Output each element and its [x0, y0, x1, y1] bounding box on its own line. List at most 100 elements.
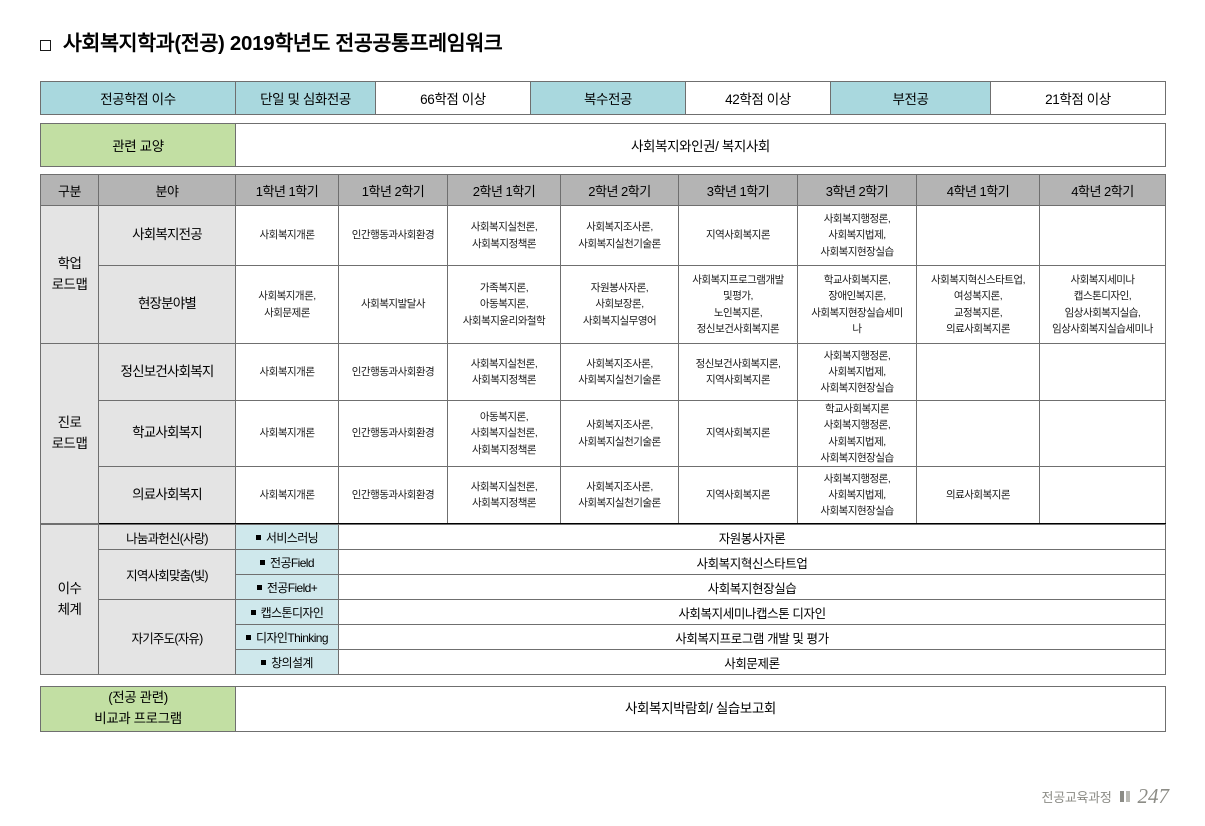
square-outline-icon — [40, 40, 51, 52]
roadmap-cell-0-1-0: 사회복지개론, 사회문제론 — [235, 265, 339, 344]
roadmap-group-label-1-line1: 진로 — [57, 415, 82, 431]
table-row: 학교사회복지 사회복지개론 인간행동과사회환경 아동복지론, 사회복지실천론, 사회… — [41, 399, 1166, 468]
footer-page-number: 247 — [1137, 784, 1170, 808]
extracurricular-label-line1: (전공 관련) — [108, 690, 168, 706]
bullet-icon — [260, 559, 266, 565]
system-course-2-1: 사회복지프로그램 개발 및 평가 — [338, 624, 1166, 650]
roadmap-cell-0-1-7: 사회복지세미나 캡스톤디자인, 임상사회복지실습, 임상사회복지실습세미나 — [1039, 265, 1166, 344]
system-tag-2-2: 창의설계 — [235, 649, 339, 675]
system-tag-1-1-label: 전공Field+ — [266, 580, 318, 595]
roadmap-cell-1-1-7 — [1039, 399, 1166, 468]
roadmap-cell-1-1-5: 학교사회복지론 사회복지행정론, 사회복지법제, 사회복지현장실습 — [797, 399, 917, 468]
credits-table: 전공학점 이수 단일 및 심화전공 66학점 이상 복수전공 42학점 이상 부… — [40, 81, 1166, 115]
system-tag-2-1-label: 디자인Thinking — [256, 630, 328, 645]
system-tag-1-0-label: 전공Field — [270, 555, 314, 570]
roadmap-header-6: 3학년 1학기 — [678, 174, 798, 206]
roadmap-cell-1-1-1: 인간행동과사회환경 — [338, 399, 448, 468]
roadmap-group-label-1-line2: 로드맵 — [51, 435, 88, 451]
roadmap-cell-1-2-2: 사회복지실천론, 사회복지정책론 — [447, 466, 561, 525]
system-tag-2-2-label: 창의설계 — [271, 655, 313, 670]
table-row: 학업 로드맵 사회복지전공 사회복지개론 인간행동과사회환경 사회복지실천론, 사… — [40, 205, 1166, 344]
table-row: 디자인Thinking 사회복지프로그램 개발 및 평가 — [41, 624, 1166, 650]
roadmap-cell-0-0-4: 지역사회복지론 — [678, 205, 798, 266]
system-group-label-line2: 체계 — [57, 601, 82, 617]
roadmap-table: 구분 분야 1학년 1학기 1학년 2학기 2학년 1학기 2학년 2학기 3학… — [40, 174, 1166, 525]
system-tag-0-0-label: 서비스러닝 — [265, 530, 319, 545]
roadmap-field-1-0: 정신보건사회복지 — [98, 343, 236, 401]
roadmap-group-label-0-line2: 로드맵 — [51, 276, 88, 292]
system-area-1: 지역사회맞춤(빛) — [98, 549, 236, 600]
roadmap-cell-0-0-2: 사회복지실천론, 사회복지정책론 — [447, 205, 561, 266]
credits-requirement-0: 66학점 이상 — [375, 81, 531, 115]
system-tag-2-0-label: 캡스톤디자인 — [260, 605, 324, 620]
system-group-label-line1: 이수 — [57, 581, 82, 597]
roadmap-cell-0-1-4: 사회복지프로그램개발 및평가, 노인복지론, 정신보건사회복지론 — [678, 265, 798, 344]
credits-requirement-2: 21학점 이상 — [990, 81, 1166, 115]
roadmap-group-label-0-line1: 학업 — [57, 256, 82, 272]
table-row: 지역사회맞춤(빛) 전공Field 사회복지혁신스타트업 — [41, 549, 1166, 600]
credits-requirement-1: 42학점 이상 — [685, 81, 831, 115]
system-tag-1-0: 전공Field — [235, 549, 339, 575]
table-row: 이수 체계 나눔과헌신(사랑) 서비스러닝 자원봉사자론 — [40, 524, 1166, 675]
roadmap-cell-1-2-0: 사회복지개론 — [235, 466, 339, 525]
roadmap-cell-0-0-3: 사회복지조사론, 사회복지실천기술론 — [560, 205, 679, 266]
roadmap-cell-0-1-2: 가족복지론, 아동복지론, 사회복지윤리와철학 — [447, 265, 561, 344]
liberal-arts-row: 관련 교양 사회복지와인권/ 복지사회 — [40, 123, 1166, 167]
table-row: 진로 로드맵 정신보건사회복지 사회복지개론 인간행동과사회환경 사회복지실천론… — [40, 342, 1166, 525]
roadmap-cell-1-2-1: 인간행동과사회환경 — [338, 466, 448, 525]
roadmap-cell-1-2-3: 사회복지조사론, 사회복지실천기술론 — [560, 466, 679, 525]
roadmap-cell-1-1-6 — [916, 399, 1040, 468]
roadmap-field-1-1: 학교사회복지 — [98, 399, 236, 468]
roadmap-cell-1-2-6: 의료사회복지론 — [916, 466, 1040, 525]
bullet-icon — [250, 609, 256, 615]
roadmap-cell-1-0-1: 인간행동과사회환경 — [338, 343, 448, 401]
page-footer: 전공교육과정 247 — [1042, 786, 1169, 807]
roadmap-header-8: 4학년 1학기 — [916, 174, 1040, 206]
roadmap-cell-1-0-0: 사회복지개론 — [235, 343, 339, 401]
bullet-icon — [261, 659, 267, 665]
credits-row: 전공학점 이수 단일 및 심화전공 66학점 이상 복수전공 42학점 이상 부… — [40, 81, 1166, 115]
system-table-wrap: 이수 체계 나눔과헌신(사랑) 서비스러닝 자원봉사자론 지역사회맞춤(빛) 전… — [40, 524, 1166, 675]
roadmap-header-2: 1학년 1학기 — [235, 174, 339, 206]
roadmap-cell-1-0-2: 사회복지실천론, 사회복지정책론 — [447, 343, 561, 401]
roadmap-cell-0-0-1: 인간행동과사회환경 — [338, 205, 448, 266]
extracurricular-value: 사회복지박람회/ 실습보고회 — [235, 686, 1166, 732]
roadmap-table-wrap: 구분 분야 1학년 1학기 1학년 2학기 2학년 1학기 2학년 2학기 3학… — [40, 174, 1166, 525]
roadmap-cell-0-1-5: 학교사회복지론, 장애인복지론, 사회복지현장실습세미 나 — [797, 265, 917, 344]
roadmap-cell-0-1-1: 사회복지발달사 — [338, 265, 448, 344]
system-group-label: 이수 체계 — [40, 524, 99, 675]
roadmap-cell-0-0-7 — [1039, 205, 1166, 266]
roadmap-header-3: 1학년 2학기 — [338, 174, 448, 206]
roadmap-cell-1-0-4: 정신보건사회복지론, 지역사회복지론 — [678, 343, 798, 401]
roadmap-cell-1-2-7 — [1039, 466, 1166, 525]
roadmap-cell-1-2-4: 지역사회복지론 — [678, 466, 798, 525]
roadmap-cell-1-1-2: 아동복지론, 사회복지실천론, 사회복지정책론 — [447, 399, 561, 468]
system-course-2-0: 사회복지세미나캡스톤 디자인 — [338, 599, 1166, 625]
roadmap-header-4: 2학년 1학기 — [447, 174, 561, 206]
credits-track-2: 부전공 — [830, 81, 991, 115]
roadmap-cell-1-1-4: 지역사회복지론 — [678, 399, 798, 468]
roadmap-group-label-1: 진로 로드맵 — [40, 342, 99, 525]
system-course-0-0: 자원봉사자론 — [338, 524, 1166, 550]
liberal-arts-value: 사회복지와인권/ 복지사회 — [235, 123, 1166, 167]
roadmap-cell-0-1-6: 사회복지혁신스타트업, 여성복지론, 교정복지론, 의료사회복지론 — [916, 265, 1040, 344]
roadmap-cell-0-0-0: 사회복지개론 — [235, 205, 339, 266]
table-row: 창의설계 사회문제론 — [41, 649, 1166, 675]
credits-table-wrap: 전공학점 이수 단일 및 심화전공 66학점 이상 복수전공 42학점 이상 부… — [40, 81, 1166, 115]
extracurricular-label: (전공 관련) 비교과 프로그램 — [40, 686, 236, 732]
roadmap-cell-1-0-7 — [1039, 343, 1166, 401]
table-row: 의료사회복지 사회복지개론 인간행동과사회환경 사회복지실천론, 사회복지정책론 … — [41, 466, 1166, 525]
roadmap-cell-0-1-3: 자원봉사자론, 사회보장론, 사회복지실무영어 — [560, 265, 679, 344]
credits-track-0: 단일 및 심화전공 — [235, 81, 376, 115]
page-title-text: 사회복지학과(전공) 2019학년도 전공공통프레임워크 — [63, 32, 503, 55]
roadmap-cell-1-1-3: 사회복지조사론, 사회복지실천기술론 — [560, 399, 679, 468]
liberal-arts-table: 관련 교양 사회복지와인권/ 복지사회 — [40, 123, 1166, 167]
page-title: 사회복지학과(전공) 2019학년도 전공공통프레임워크 — [40, 32, 503, 55]
system-tag-0-0: 서비스러닝 — [235, 524, 339, 550]
roadmap-field-0-0: 사회복지전공 — [98, 205, 236, 266]
bullet-icon — [246, 634, 252, 640]
table-row: 자기주도(자유) 캡스톤디자인 사회복지세미나캡스톤 디자인 — [41, 599, 1166, 675]
system-area-0: 나눔과헌신(사랑) — [98, 524, 236, 550]
bars-icon — [1119, 790, 1130, 802]
bullet-icon — [255, 534, 261, 540]
